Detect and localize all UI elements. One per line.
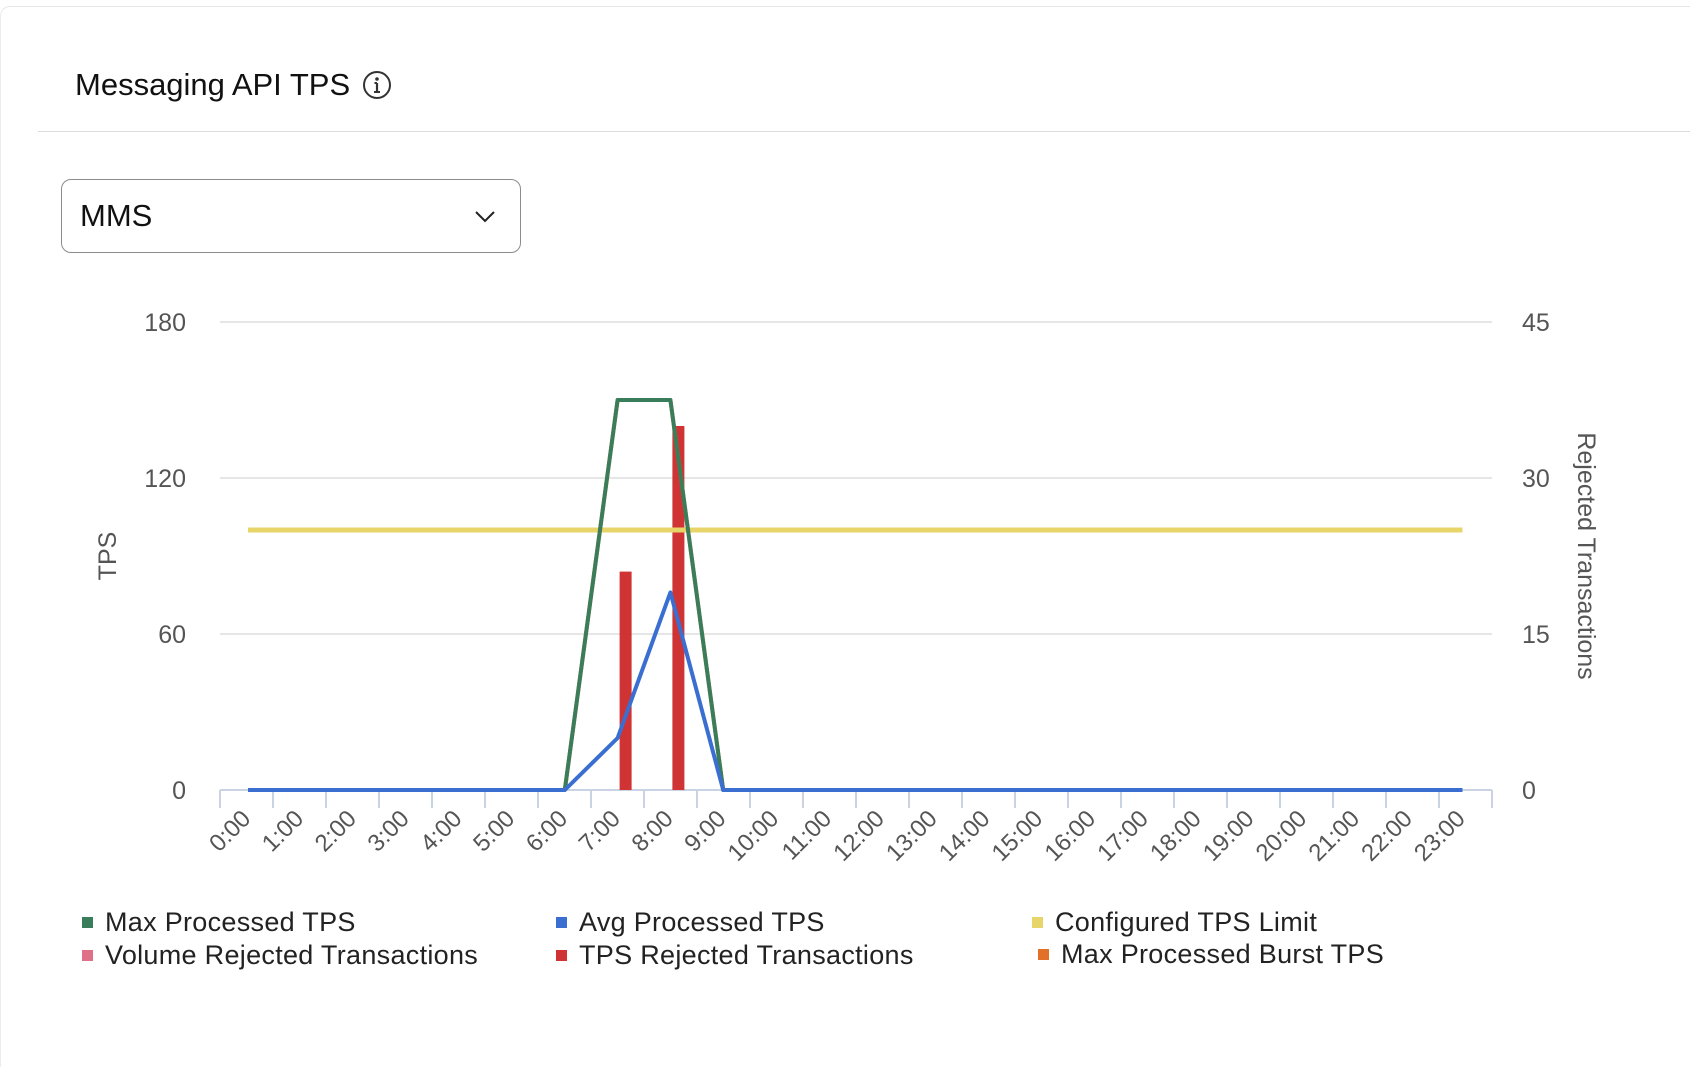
x-tick-label: 23:00 xyxy=(1409,805,1471,867)
message-type-select[interactable]: MMS xyxy=(61,179,521,253)
x-tick-label: 1:00 xyxy=(257,805,309,857)
x-tick-label: 17:00 xyxy=(1092,805,1154,867)
x-tick-label: 21:00 xyxy=(1303,805,1365,867)
y2-tick-label: 15 xyxy=(1522,621,1550,649)
line-max-processed-tps xyxy=(248,398,1463,792)
x-tick-label: 6:00 xyxy=(521,805,573,857)
x-tick-label: 16:00 xyxy=(1039,805,1101,867)
x-tick-label: 3:00 xyxy=(363,805,415,857)
x-tick-label: 18:00 xyxy=(1145,805,1207,867)
tps-card: Messaging API TPS MMS xyxy=(0,6,1690,1067)
x-tick-label: 20:00 xyxy=(1251,805,1313,867)
x-tick-label: 4:00 xyxy=(415,805,467,857)
line-avg-processed-tps xyxy=(248,590,1463,792)
y-tick-label: 180 xyxy=(144,309,186,337)
y2-axis-title: Rejected Transactions xyxy=(1572,432,1600,679)
y-tick-label: 60 xyxy=(158,621,186,649)
x-tick-label: 19:00 xyxy=(1198,805,1260,867)
x-tick-label: 22:00 xyxy=(1356,805,1418,867)
y-axis-title: TPS xyxy=(94,532,122,581)
y-tick-label: 120 xyxy=(144,465,186,493)
x-tick-label: 13:00 xyxy=(881,805,943,867)
select-value: MMS xyxy=(80,198,153,233)
x-tick-label: 0:00 xyxy=(204,805,256,857)
chevron-down-icon xyxy=(472,203,498,229)
card-title: Messaging API TPS xyxy=(75,67,351,102)
info-icon[interactable] xyxy=(362,70,392,100)
header-divider xyxy=(38,131,1690,132)
y-tick-label: 0 xyxy=(172,777,186,805)
line-max-processed-burst-tps xyxy=(248,398,1463,792)
x-tick-label: 12:00 xyxy=(828,805,890,867)
x-tick-label: 15:00 xyxy=(987,805,1049,867)
x-tick-label: 7:00 xyxy=(574,805,626,857)
x-tick-label: 5:00 xyxy=(468,805,520,857)
bar-tps-rejected-transactions xyxy=(672,426,685,790)
card-header: Messaging API TPS xyxy=(75,67,392,103)
x-tick-label: 10:00 xyxy=(723,805,785,867)
y2-tick-label: 45 xyxy=(1522,309,1550,337)
x-tick-label: 11:00 xyxy=(777,805,837,865)
y2-tick-label: 0 xyxy=(1522,777,1536,805)
bar-tps-rejected-transactions xyxy=(619,571,632,790)
y2-tick-label: 30 xyxy=(1522,465,1550,493)
x-tick-label: 2:00 xyxy=(310,805,362,857)
x-tick-label: 8:00 xyxy=(627,805,679,857)
x-tick-label: 14:00 xyxy=(934,805,996,867)
